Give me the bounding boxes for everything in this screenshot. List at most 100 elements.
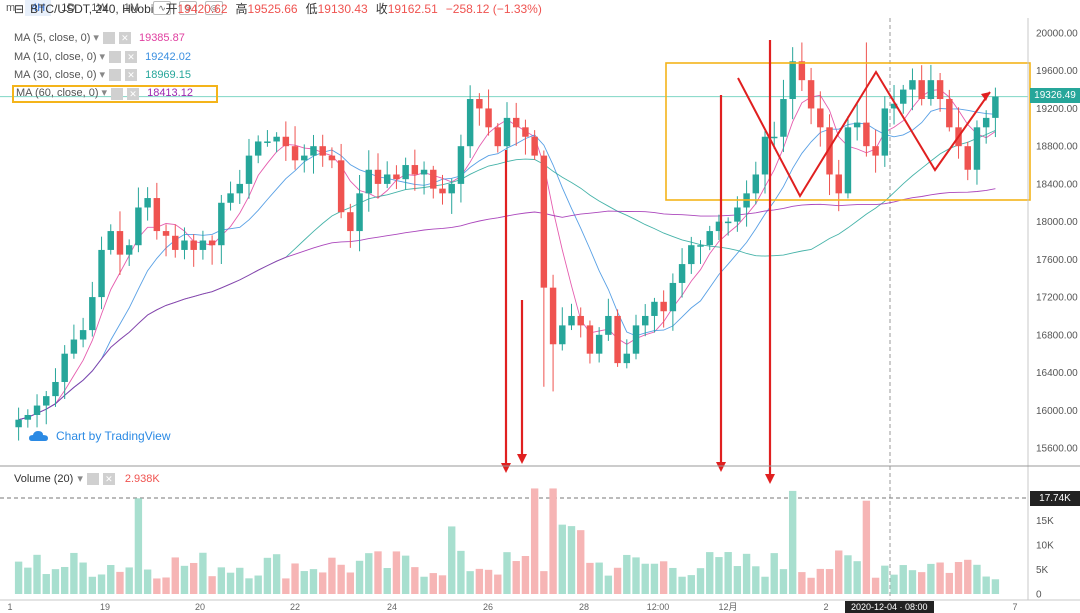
volume-bar xyxy=(33,554,41,594)
volume-bar xyxy=(143,569,152,594)
indicator-row[interactable]: MA (60, close, 0) ▾ ✕ 18413.12 xyxy=(12,84,218,103)
interval-button-1w[interactable]: 1W xyxy=(91,2,108,14)
settings-icon[interactable] xyxy=(109,69,122,82)
screenshot-icon[interactable]: ◎ xyxy=(205,1,224,15)
candle-body xyxy=(900,89,907,104)
candle-body xyxy=(807,80,815,109)
volume-bar xyxy=(816,568,824,594)
volume-bar xyxy=(742,553,751,594)
candle-body xyxy=(374,169,382,184)
volume-bar xyxy=(429,573,437,594)
close-icon[interactable]: ✕ xyxy=(127,87,140,100)
settings-icon[interactable] xyxy=(102,32,115,45)
chevron-down-icon[interactable]: ▾ xyxy=(93,32,99,44)
price-tick-label: 18800.00 xyxy=(1036,142,1078,153)
candle-body xyxy=(466,99,474,147)
volume-bar xyxy=(936,562,944,594)
time-tick-label: 12:00 xyxy=(647,602,670,612)
volume-bar xyxy=(752,566,760,594)
collapse-icon[interactable]: ⊟ xyxy=(14,1,25,16)
candle-body xyxy=(540,155,548,288)
candle-body xyxy=(752,174,760,194)
volume-bar xyxy=(291,563,299,594)
close-icon[interactable]: ✕ xyxy=(125,69,138,82)
volume-bar xyxy=(706,552,714,594)
volume-bar xyxy=(862,500,871,594)
candle-body xyxy=(61,353,68,382)
volume-bar xyxy=(79,562,87,594)
volume-bar xyxy=(687,575,695,594)
candle-body xyxy=(918,80,925,100)
chart-type-icon[interactable]: ∿ xyxy=(153,1,172,15)
volume-bar xyxy=(263,557,272,594)
time-tick-label: 1 xyxy=(7,602,12,612)
volume-bar xyxy=(70,552,78,594)
chevron-down-icon[interactable]: ▾ xyxy=(99,50,106,63)
volume-bar xyxy=(733,566,742,594)
price-tick-label: 19200.00 xyxy=(1036,104,1078,115)
indicator-row[interactable]: MA (30, close, 0) ▾ ✕ 18969.15 xyxy=(0,66,218,85)
volume-bar xyxy=(761,576,769,594)
interval-button-4h[interactable]: 4H xyxy=(25,0,52,16)
volume-bar xyxy=(245,578,253,594)
candle-body xyxy=(153,198,161,232)
symbol-title: BTC/USDT, 240, Huobi xyxy=(30,1,154,16)
candle-body xyxy=(549,287,557,345)
toolbar: m 4H 1D 1W 1M ∿ ⚙ ◎ xyxy=(0,0,1080,16)
volume-bar xyxy=(641,563,649,594)
close-icon[interactable]: ✕ xyxy=(118,32,131,45)
tradingview-watermark[interactable]: Chart by TradingView xyxy=(28,429,171,443)
volume-bar xyxy=(309,569,318,594)
candle-body xyxy=(356,193,363,232)
price-tick-label: 16400.00 xyxy=(1036,368,1078,379)
candle-body xyxy=(328,155,336,161)
volume-bar xyxy=(825,569,834,594)
interval-button-m[interactable]: m xyxy=(6,2,16,14)
volume-bar xyxy=(457,550,465,594)
candle-body xyxy=(310,146,317,156)
indicator-row[interactable]: MA (5, close, 0) ▾ ✕ 19385.87 xyxy=(0,29,218,48)
volume-bar xyxy=(586,562,594,594)
indicator-row[interactable]: MA (10, close, 0) ▾ ✕ 19242.02 xyxy=(0,48,218,67)
grid xyxy=(0,18,1028,600)
chevron-down-icon[interactable]: ▾ xyxy=(101,87,108,100)
volume-bar xyxy=(558,524,566,594)
close-icon[interactable]: ✕ xyxy=(125,50,138,63)
candle-body xyxy=(236,183,243,194)
price-tick-label: 15600.00 xyxy=(1036,444,1078,455)
settings-icon[interactable] xyxy=(86,472,99,485)
time-tick-label: 20 xyxy=(195,602,205,612)
candle-body xyxy=(771,136,778,139)
candle-body xyxy=(254,141,262,156)
volume-bar xyxy=(788,490,797,594)
chevron-down-icon[interactable]: ▾ xyxy=(99,69,106,81)
candle-body xyxy=(568,315,575,326)
interval-button-1m[interactable]: 1M xyxy=(123,2,140,14)
settings-icon[interactable] xyxy=(111,87,124,100)
volume-bar xyxy=(659,561,668,594)
volume-bar xyxy=(715,557,723,594)
arrow-head xyxy=(981,92,990,101)
candle-body xyxy=(559,325,566,345)
close-icon[interactable]: ✕ xyxy=(102,472,115,485)
time-tick-label: 12月 xyxy=(718,602,737,612)
candle-body xyxy=(448,183,455,194)
candles xyxy=(15,42,999,441)
volume-tick-label: 10K xyxy=(1036,540,1054,551)
interval-button-1d[interactable]: 1D xyxy=(61,2,76,14)
volume-bar xyxy=(97,574,106,594)
volume-bar xyxy=(401,555,410,594)
candle-body xyxy=(688,245,695,265)
volume-bar xyxy=(60,566,69,594)
candle-body xyxy=(172,235,179,250)
settings-icon[interactable] xyxy=(109,50,122,63)
chevron-down-icon[interactable]: ▾ xyxy=(77,473,83,485)
settings-icon[interactable]: ⚙ xyxy=(179,1,198,15)
candle-body xyxy=(697,245,704,247)
candle-body xyxy=(734,207,741,222)
candle-body xyxy=(135,207,142,246)
candle-body xyxy=(927,80,935,100)
price-change: −258.12 (−1.33%) xyxy=(445,1,542,16)
candle-body xyxy=(430,169,437,189)
